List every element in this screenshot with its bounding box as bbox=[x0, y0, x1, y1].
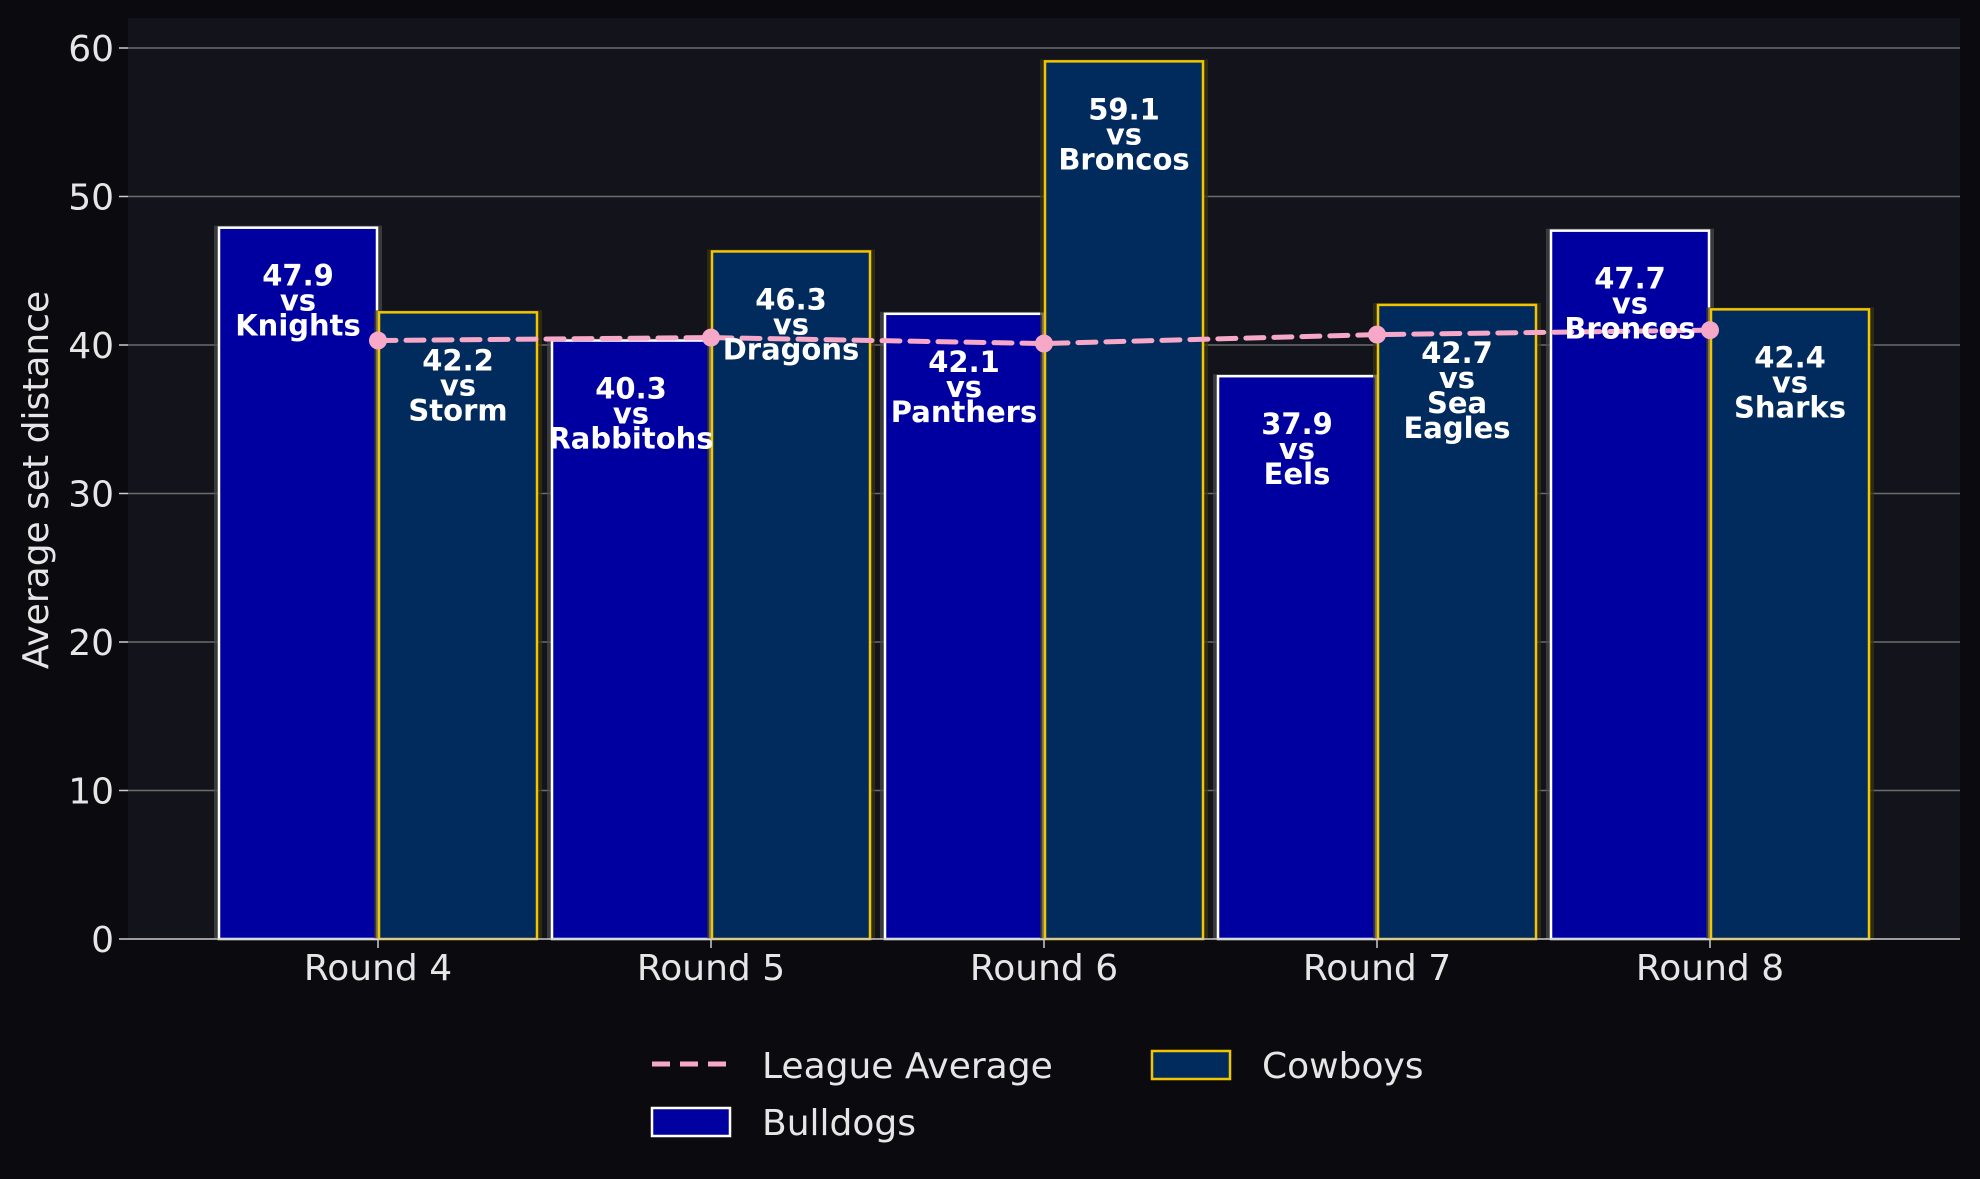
bar-label: Broncos bbox=[1564, 312, 1695, 346]
league-average-point bbox=[1368, 325, 1386, 344]
bars bbox=[214, 59, 1874, 941]
bar-label: vs bbox=[773, 307, 809, 341]
bar-label: 42.1 bbox=[928, 345, 1000, 379]
y-tick-label: 20 bbox=[68, 623, 114, 664]
bar-label: vs bbox=[1279, 432, 1315, 466]
bar-label: 42.4 bbox=[1754, 340, 1826, 374]
bar-label: Storm bbox=[408, 393, 507, 427]
y-axis-label: Average set distance bbox=[16, 291, 57, 669]
y-tick-label: 10 bbox=[68, 772, 114, 813]
bar-label: 59.1 bbox=[1088, 92, 1160, 126]
league-average-path bbox=[375, 327, 1713, 347]
bar-label: vs bbox=[613, 397, 649, 431]
bar-label: vs bbox=[1772, 365, 1808, 399]
x-axis-ticks: Round 4 Round 5 Round 6 Round 7 Round 8 bbox=[304, 939, 1784, 989]
bulldogs-bar bbox=[1549, 229, 1711, 941]
bar-label: 37.9 bbox=[1261, 407, 1333, 441]
bulldogs-bar bbox=[883, 312, 1045, 941]
bar-label: vs bbox=[440, 368, 476, 402]
bar-label: 47.7 bbox=[1594, 262, 1666, 296]
x-tick-label: Round 4 bbox=[304, 948, 452, 989]
y-tick-label: 60 bbox=[68, 29, 114, 70]
league-average-point bbox=[1035, 334, 1053, 353]
cowboys-bar bbox=[710, 250, 872, 941]
league-average-point bbox=[702, 328, 720, 347]
bar-label: 46.3 bbox=[755, 282, 827, 316]
bar-label: Knights bbox=[235, 309, 361, 343]
bar-label: Sharks bbox=[1734, 390, 1846, 424]
bar-label: Sea bbox=[1427, 386, 1487, 420]
bulldogs-bar bbox=[1216, 374, 1378, 941]
league-average-point bbox=[369, 331, 387, 350]
legend: League Average Cowboys Bulldogs bbox=[650, 1046, 1424, 1144]
bulldogs-bar bbox=[217, 226, 379, 941]
bar-labels: 47.9vsKnights42.2vsStorm40.3vsRabbitohs4… bbox=[235, 92, 1846, 491]
bar-label: vs bbox=[946, 370, 982, 404]
cowboys-bar bbox=[1709, 308, 1871, 941]
league-average-point bbox=[1701, 321, 1719, 340]
legend-swatch bbox=[1150, 1049, 1232, 1081]
bar-label: 42.7 bbox=[1421, 336, 1493, 370]
x-tick-label: Round 7 bbox=[1303, 948, 1451, 989]
league-average-line bbox=[369, 321, 1719, 353]
legend-label: Bulldogs bbox=[762, 1103, 916, 1144]
x-tick-label: Round 6 bbox=[970, 948, 1118, 989]
bar-label: vs bbox=[1106, 117, 1142, 151]
y-tick-label: 50 bbox=[68, 178, 114, 219]
legend-label: League Average bbox=[762, 1046, 1053, 1087]
x-tick-label: Round 8 bbox=[1636, 948, 1784, 989]
bar-label: 47.9 bbox=[262, 259, 334, 293]
x-tick-label: Round 5 bbox=[637, 948, 785, 989]
bar-label: vs bbox=[1612, 287, 1648, 321]
y-tick-label: 40 bbox=[68, 326, 114, 367]
y-tick-label: 30 bbox=[68, 475, 114, 516]
bar-label: 42.2 bbox=[422, 343, 494, 377]
bar-label: Eels bbox=[1264, 457, 1331, 491]
legend-label: Cowboys bbox=[1262, 1046, 1424, 1087]
bar-label: Eagles bbox=[1403, 411, 1510, 445]
bar-label: 40.3 bbox=[595, 372, 667, 406]
y-tick-label: 0 bbox=[91, 920, 114, 961]
y-axis-ticks: 0 10 20 30 40 50 60 bbox=[68, 29, 128, 961]
bar-label: vs bbox=[280, 284, 316, 318]
legend-swatch bbox=[650, 1106, 732, 1138]
bar-label: Rabbitohs bbox=[548, 422, 713, 456]
bar-label: Dragons bbox=[723, 332, 860, 366]
cowboys-bar bbox=[1043, 60, 1205, 941]
bar-label: Broncos bbox=[1058, 142, 1189, 176]
bar-label: vs bbox=[1439, 361, 1475, 395]
bar-label: Panthers bbox=[891, 395, 1037, 429]
